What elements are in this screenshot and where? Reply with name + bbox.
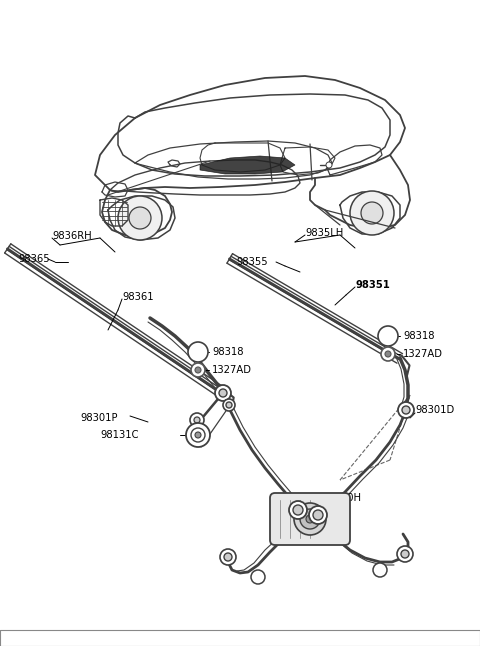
Text: 98318: 98318 — [212, 347, 243, 357]
Circle shape — [398, 402, 414, 418]
Circle shape — [224, 553, 232, 561]
Circle shape — [215, 385, 231, 401]
Text: 98301D: 98301D — [415, 405, 454, 415]
Text: 98355: 98355 — [236, 257, 268, 267]
Text: 98131C: 98131C — [100, 430, 139, 440]
Text: 9835LH: 9835LH — [305, 228, 343, 238]
Circle shape — [190, 413, 204, 427]
Text: 1327AD: 1327AD — [403, 349, 443, 359]
Circle shape — [397, 546, 413, 562]
Circle shape — [350, 191, 394, 235]
Circle shape — [306, 515, 314, 523]
Circle shape — [294, 503, 326, 535]
Circle shape — [402, 406, 410, 414]
Circle shape — [188, 342, 208, 362]
Circle shape — [186, 423, 210, 447]
Circle shape — [289, 501, 307, 519]
Circle shape — [195, 432, 201, 438]
Circle shape — [293, 505, 303, 515]
Circle shape — [226, 402, 232, 408]
Circle shape — [223, 399, 235, 411]
Polygon shape — [200, 156, 295, 174]
Circle shape — [251, 570, 265, 584]
Circle shape — [129, 207, 151, 229]
Circle shape — [385, 351, 391, 357]
Circle shape — [381, 347, 395, 361]
Circle shape — [361, 202, 383, 224]
Circle shape — [191, 428, 205, 442]
Circle shape — [378, 326, 398, 346]
Circle shape — [195, 367, 201, 373]
Circle shape — [219, 389, 227, 397]
FancyBboxPatch shape — [270, 493, 350, 545]
Circle shape — [191, 363, 205, 377]
Text: 98351: 98351 — [355, 280, 390, 290]
Text: 98318: 98318 — [403, 331, 434, 341]
Circle shape — [401, 550, 409, 558]
Text: 98100H: 98100H — [322, 493, 361, 503]
Circle shape — [309, 506, 327, 524]
Circle shape — [300, 509, 320, 529]
Circle shape — [313, 510, 323, 520]
Text: 98361: 98361 — [122, 292, 154, 302]
Text: 98365: 98365 — [18, 254, 49, 264]
Text: 9836RH: 9836RH — [52, 231, 92, 241]
Text: 98301P: 98301P — [80, 413, 118, 423]
Circle shape — [220, 549, 236, 565]
Text: 1327AD: 1327AD — [212, 365, 252, 375]
Circle shape — [326, 162, 332, 168]
Circle shape — [194, 417, 200, 423]
Circle shape — [373, 563, 387, 577]
Circle shape — [118, 196, 162, 240]
